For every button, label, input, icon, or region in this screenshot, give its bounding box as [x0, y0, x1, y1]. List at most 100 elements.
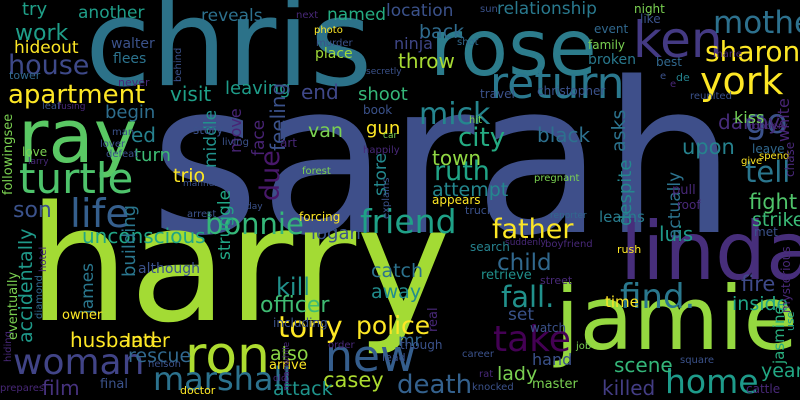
word-appears: appears	[432, 193, 481, 207]
word-named: named	[327, 5, 387, 25]
word-turn: turn	[134, 145, 171, 166]
word-linda: linda	[620, 205, 800, 298]
word-man: man	[112, 127, 135, 138]
word-lead: lead	[382, 351, 406, 364]
word-away: away	[371, 281, 422, 303]
word-event: event	[594, 22, 629, 36]
word-home: home	[665, 362, 759, 400]
word-forest: forest	[302, 166, 331, 177]
word-relationship: relationship	[497, 0, 597, 19]
word-child: child	[497, 250, 552, 276]
word-logan: logan	[311, 223, 361, 244]
word-never: never	[118, 76, 150, 89]
word-prepares: prepares	[0, 383, 45, 394]
word-order: order	[328, 340, 355, 351]
word-reporter: reporter	[550, 211, 587, 221]
word-struggle: struggle	[215, 189, 235, 260]
word-find: find.	[620, 277, 696, 317]
word-shot: shot	[457, 37, 479, 48]
word-mr: mr	[398, 331, 422, 351]
word-real: real	[426, 307, 441, 332]
word-asks: asks	[608, 109, 630, 152]
word-de: de	[676, 71, 690, 84]
word-middle: middle	[201, 109, 221, 168]
word-mysterious: mysterious	[779, 246, 793, 313]
word-attack: attack	[273, 378, 333, 400]
word-son: son	[13, 198, 52, 223]
word-sarah: sarah	[150, 37, 737, 282]
word-work: work	[15, 21, 69, 46]
word-new: new	[325, 331, 416, 382]
word-pull: pull	[672, 183, 696, 198]
word-manner: manner	[183, 179, 218, 189]
word-jamie: jamie	[555, 267, 798, 370]
word-also: also	[270, 343, 309, 365]
word-chase: chase	[783, 141, 797, 177]
word-ron: ron	[185, 326, 271, 386]
word-knocked: knocked	[472, 382, 514, 393]
word-ray: ray	[18, 94, 138, 180]
word-time: time	[605, 293, 639, 311]
word-james: james	[78, 262, 98, 314]
word-visit: visit	[170, 82, 212, 106]
word-use: use	[784, 311, 797, 331]
word-luis: luis	[659, 222, 694, 246]
word-roof: roof	[677, 198, 701, 212]
word-robbery: robbery	[749, 121, 788, 132]
word-though: though	[400, 338, 443, 352]
word-lover: lover	[100, 139, 126, 150]
word-tower: tower	[9, 69, 41, 82]
word-old: old	[273, 374, 287, 384]
word-inside: inside	[732, 293, 789, 315]
word-set: set	[508, 305, 534, 325]
word-harry: harry	[28, 171, 451, 358]
word-attempt: attempt	[432, 179, 509, 201]
word-another: another	[78, 3, 145, 23]
word-book: book	[363, 103, 393, 117]
word-family: family	[588, 38, 626, 52]
word-final: final	[100, 377, 129, 392]
word-fight: fight	[749, 190, 798, 214]
word-love: love	[22, 145, 48, 159]
word-go: go	[745, 102, 788, 142]
word-christopher: christopher	[537, 84, 606, 98]
word-tony: tony	[278, 310, 343, 344]
word-truck: truck	[465, 204, 494, 217]
word-travel: travel	[480, 87, 515, 101]
word-chris: chris	[85, 0, 373, 114]
word-hotel: hotel	[38, 246, 49, 272]
word-tell: tell	[745, 155, 791, 189]
word-later: later	[126, 330, 170, 352]
word-flees: flees	[113, 51, 147, 67]
word-rush: rush	[617, 243, 642, 256]
word-master: master	[532, 377, 578, 392]
word-doctor: doctor	[180, 384, 216, 397]
word-diamond: diamond	[34, 275, 45, 319]
word-despite: despite	[615, 159, 636, 226]
word-van: van	[308, 120, 343, 142]
word-e: e	[660, 71, 667, 82]
word-pregnant: pregnant	[534, 173, 580, 184]
word-kill: kill	[276, 273, 310, 301]
word-fire: fire	[741, 272, 776, 296]
word-hand: hand	[532, 350, 573, 369]
word-followingsee: followingsee	[1, 113, 16, 195]
word-larry: larry	[28, 157, 49, 167]
word-like: like	[640, 12, 661, 26]
word-square: square	[680, 355, 715, 366]
word-reunited: reunited	[690, 91, 732, 102]
word-car: car	[383, 131, 398, 141]
word-ninja: ninja	[394, 34, 433, 53]
word-art: art	[280, 136, 297, 150]
word-fusing: fusing	[58, 102, 86, 112]
word-happily: happily	[363, 145, 400, 156]
word-living: living	[222, 137, 249, 148]
word-building: building	[119, 204, 140, 277]
word-officer: officer	[260, 293, 330, 318]
word-strike: strike	[752, 209, 800, 231]
word-house: house	[8, 50, 90, 81]
word-rescue: rescue	[128, 345, 192, 367]
word-reveals: reveals	[201, 6, 263, 26]
word-throw: throw	[398, 49, 455, 73]
word-best: best	[656, 55, 682, 69]
